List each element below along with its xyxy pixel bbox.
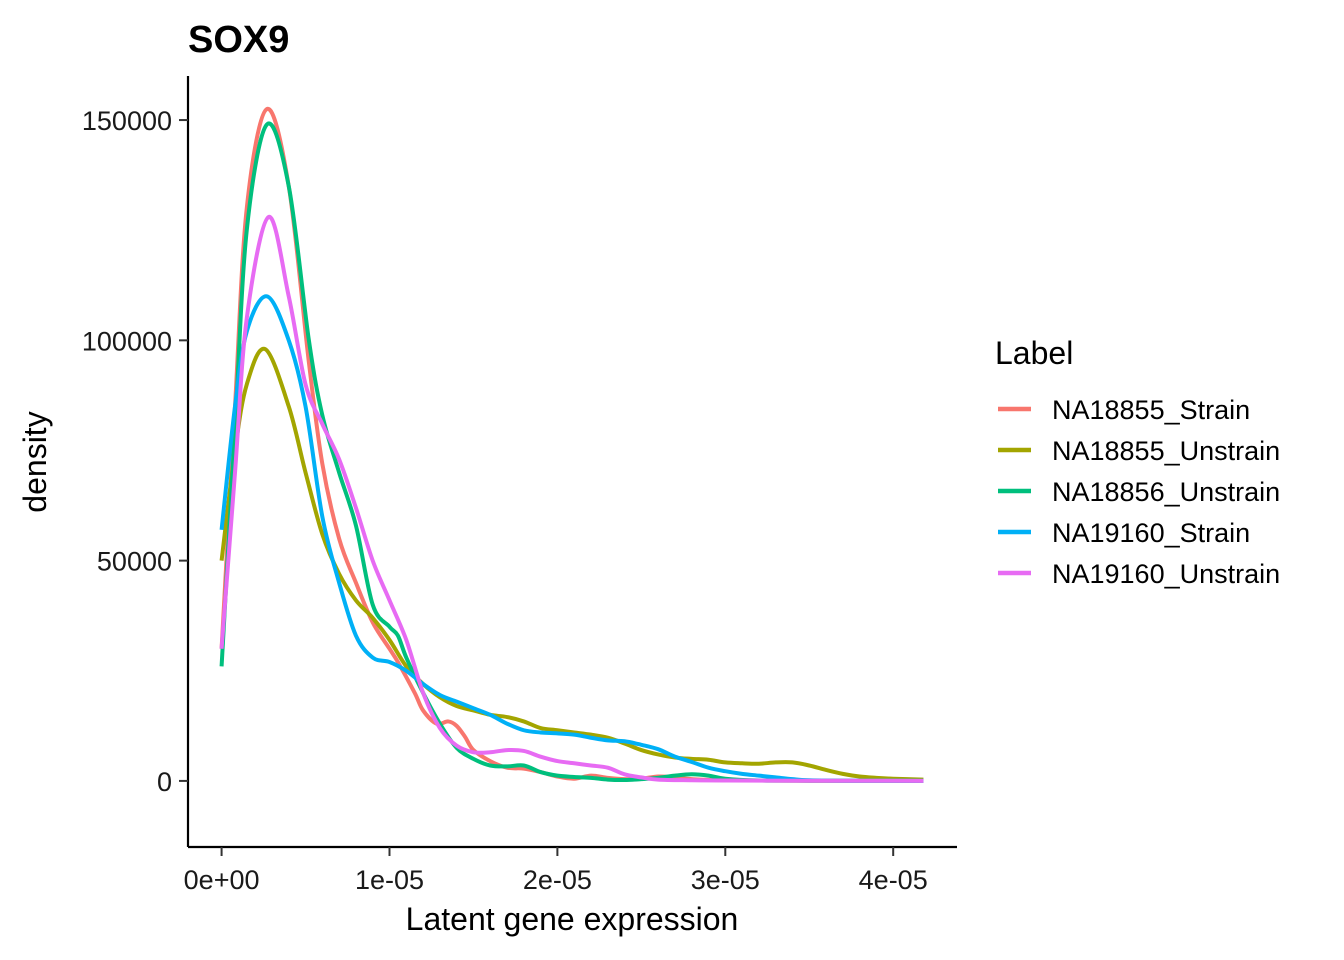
plot-lines	[219, 107, 924, 783]
series-line-na19160-strain	[219, 294, 924, 783]
series-line-na18855-strain	[219, 107, 924, 783]
x-tick-label: 2e-05	[523, 865, 592, 895]
x-tick-label: 0e+00	[184, 865, 260, 895]
x-ticks: 0e+00 1e-05 2e-05 3e-05 4e-05	[184, 847, 928, 895]
legend: Label NA18855_StrainNA18855_UnstrainNA18…	[995, 335, 1280, 589]
series-line-na19160-unstrain	[219, 214, 924, 783]
legend-label: NA19160_Unstrain	[1052, 559, 1280, 589]
legend-label: NA18855_Strain	[1052, 395, 1250, 425]
x-tick-label: 3e-05	[691, 865, 760, 895]
legend-label: NA18855_Unstrain	[1052, 436, 1280, 466]
x-tick-label: 4e-05	[859, 865, 928, 895]
chart-title: SOX9	[188, 19, 289, 61]
series-line-na18856-unstrain	[219, 121, 924, 783]
x-axis-title: Latent gene expression	[406, 901, 739, 937]
y-tick-label: 100000	[82, 326, 172, 356]
x-tick-label: 1e-05	[355, 865, 424, 895]
legend-items: NA18855_Strain NA18855_Unstrain NA18856_Un…	[998, 395, 1280, 589]
y-axis-title: density	[17, 411, 53, 512]
y-ticks: 0 50000 100000 150000	[82, 106, 188, 797]
y-tick-label: 0	[157, 767, 172, 797]
y-tick-label: 50000	[97, 547, 172, 577]
legend-title: Label	[995, 335, 1073, 371]
series-line-na18855-unstrain	[219, 346, 924, 782]
y-tick-label: 150000	[82, 106, 172, 136]
legend-label: NA19160_Strain	[1052, 518, 1250, 548]
legend-label: NA18856_Unstrain	[1052, 477, 1280, 507]
